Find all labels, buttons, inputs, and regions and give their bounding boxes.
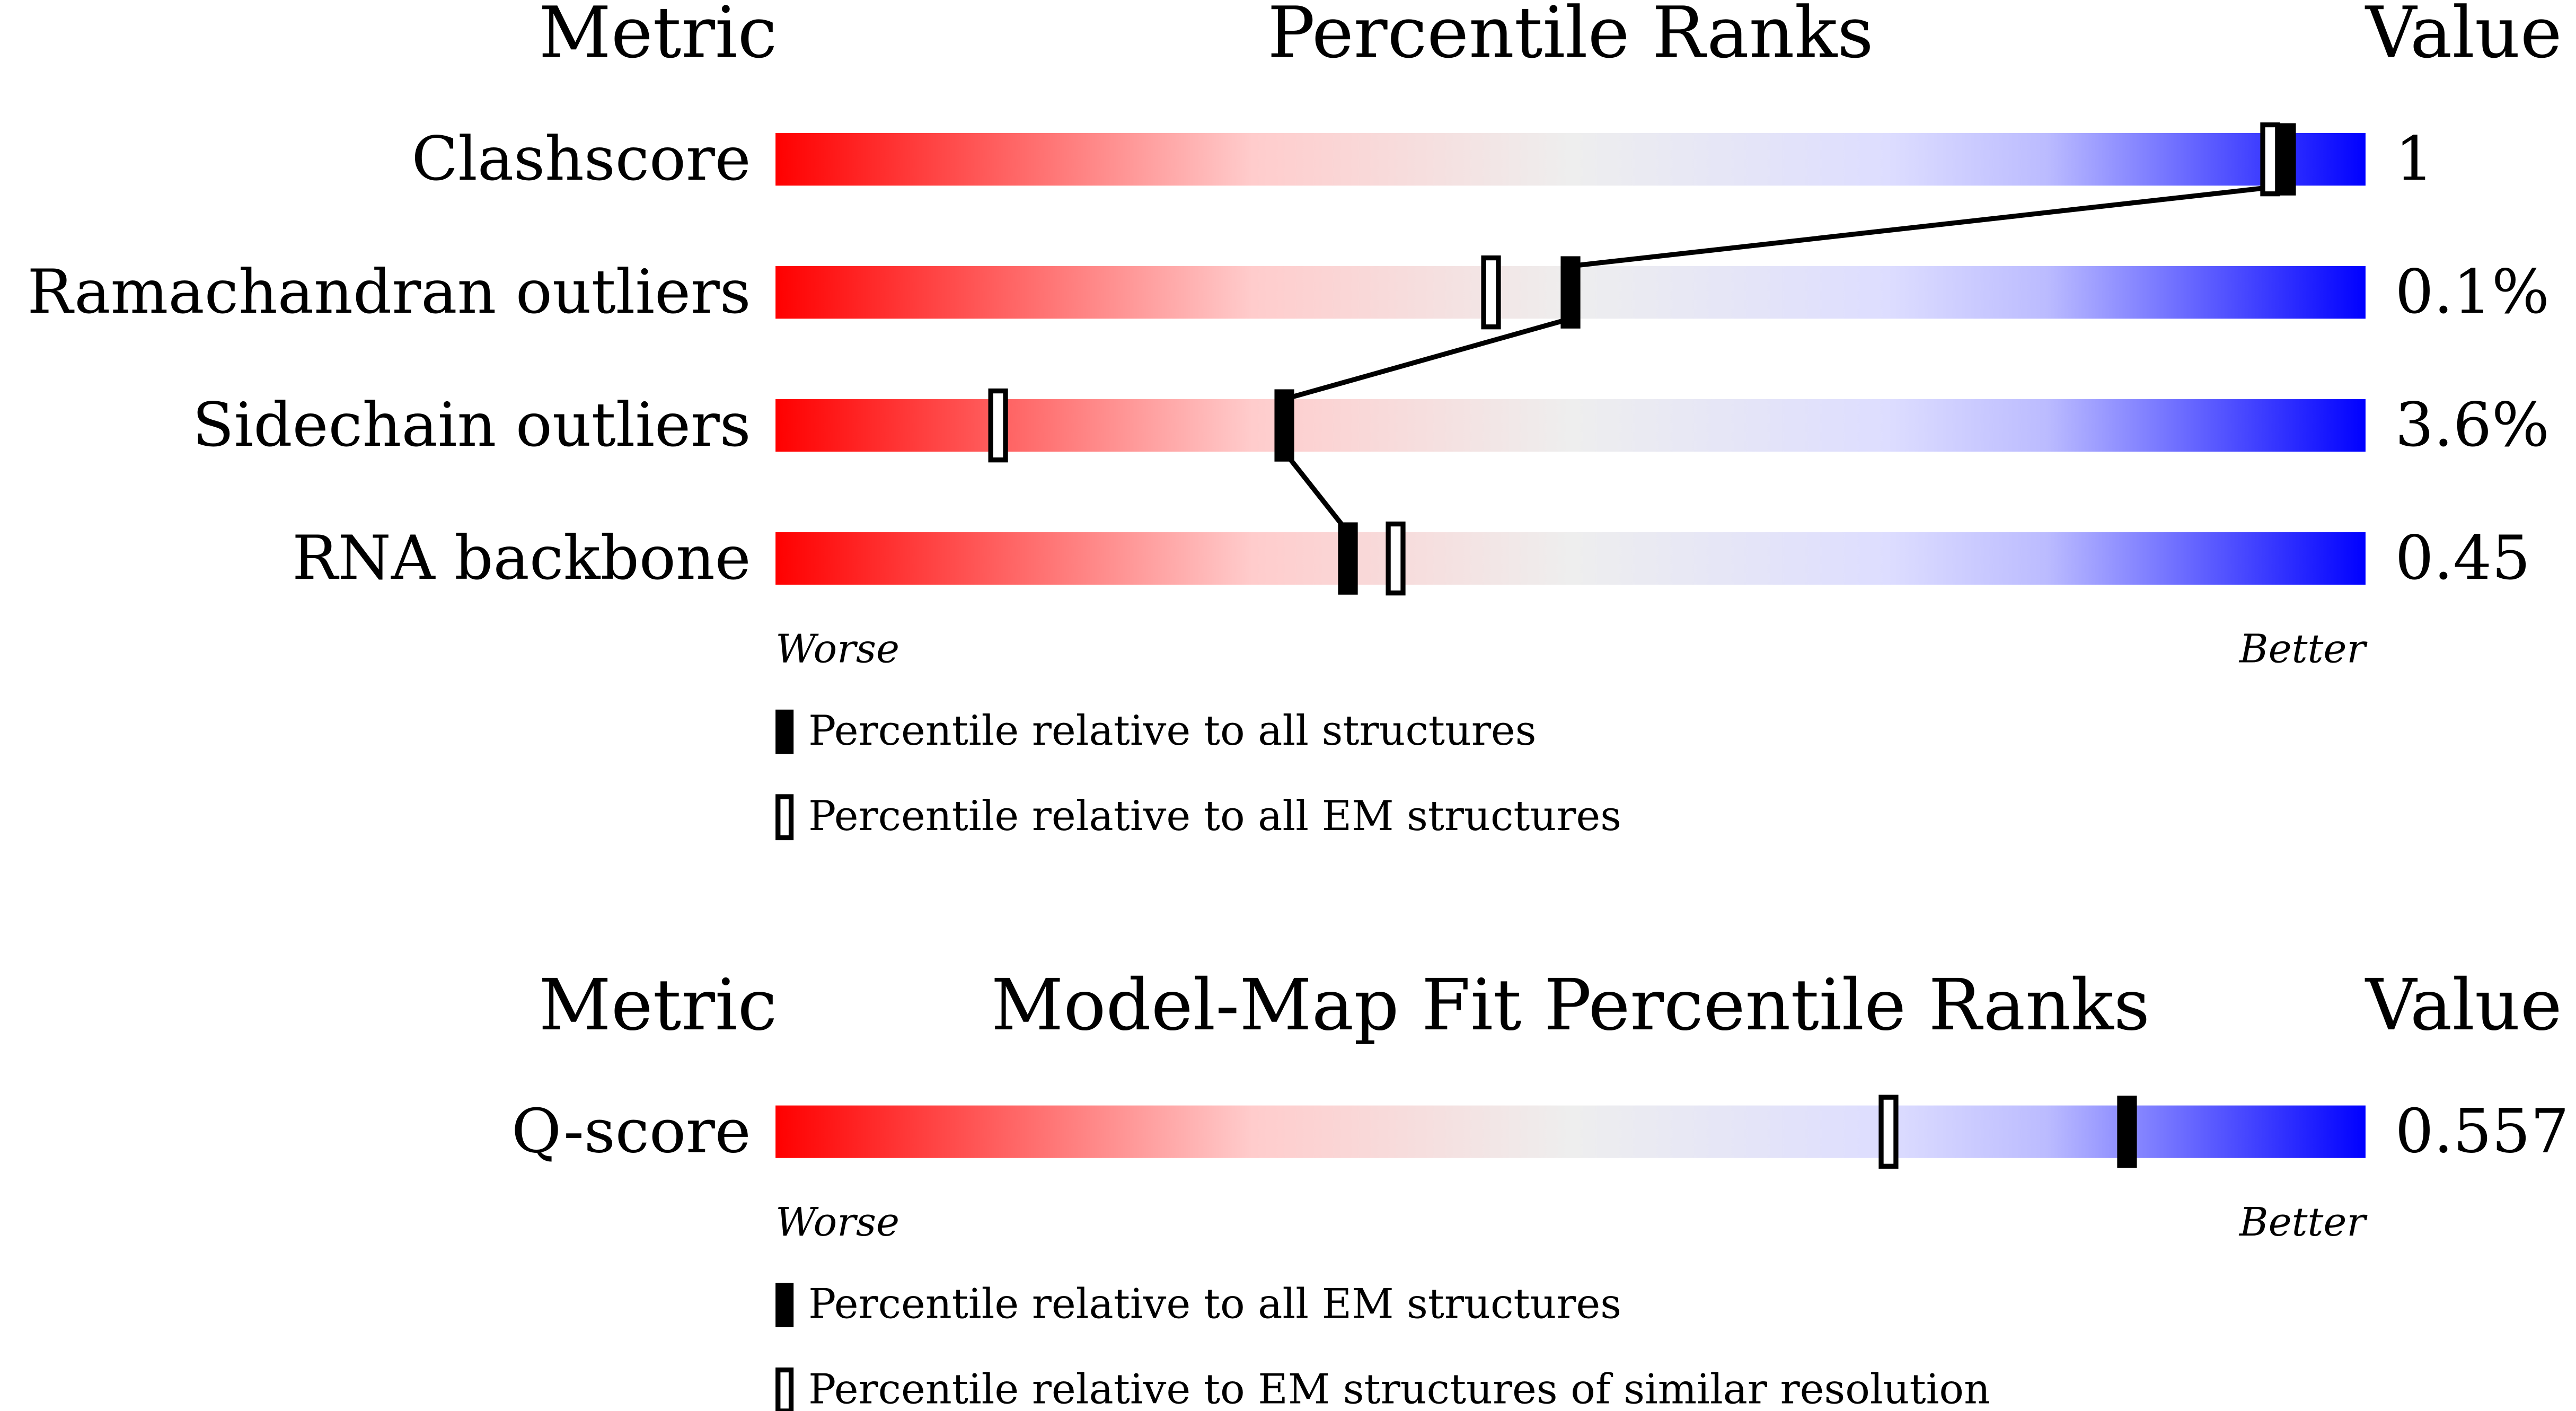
percentile-bar bbox=[775, 133, 2366, 186]
metric-label: Sidechain outliers bbox=[192, 390, 751, 461]
chart-title: Model-Map Fit Percentile Ranks bbox=[991, 964, 2150, 1046]
percentile-bar bbox=[775, 399, 2366, 452]
worse-label: Worse bbox=[775, 1199, 899, 1245]
percentile-bar bbox=[775, 1105, 2366, 1158]
metric-value: 0.45 bbox=[2395, 523, 2530, 594]
em-percentile-marker bbox=[1386, 521, 1406, 596]
metric-label: RNA backbone bbox=[292, 523, 751, 594]
worse-label: Worse bbox=[775, 626, 899, 672]
percentile-bar bbox=[775, 532, 2366, 585]
percentile-marker bbox=[1338, 522, 1358, 595]
legend-key bbox=[775, 1283, 794, 1327]
metric-value: 1 bbox=[2395, 124, 2434, 195]
em-percentile-marker bbox=[2260, 122, 2280, 197]
em-percentile-marker bbox=[1481, 255, 1501, 330]
legend-label: Percentile relative to all EM structures bbox=[808, 792, 1621, 840]
legend-label: Percentile relative to all EM structures bbox=[808, 1281, 1621, 1328]
metric-label: Clashscore bbox=[411, 124, 751, 195]
value-heading: Value bbox=[2365, 964, 2562, 1046]
metric-value: 0.557 bbox=[2395, 1097, 2569, 1167]
connector-line bbox=[1282, 133, 2289, 585]
percentile-marker bbox=[1560, 256, 1581, 329]
legend-key bbox=[775, 709, 794, 754]
metric-label: Ramachandran outliers bbox=[27, 257, 751, 328]
legend-key bbox=[775, 1367, 794, 1411]
better-label: Better bbox=[2238, 1199, 2368, 1245]
value-heading: Value bbox=[2365, 0, 2562, 74]
metric-label: Q-score bbox=[511, 1097, 751, 1167]
percentile-marker bbox=[2117, 1096, 2137, 1168]
legend-label: Percentile relative to EM structures of … bbox=[808, 1366, 1990, 1411]
metric-value: 0.1% bbox=[2395, 257, 2549, 328]
metric-heading: Metric bbox=[539, 964, 777, 1046]
chart-title: Percentile Ranks bbox=[1267, 0, 1873, 74]
em-percentile-marker bbox=[1878, 1095, 1899, 1169]
legend-label: Percentile relative to all structures bbox=[808, 707, 1536, 755]
metric-value: 3.6% bbox=[2395, 390, 2549, 461]
percentile-marker bbox=[1274, 389, 1294, 462]
em-percentile-marker bbox=[988, 388, 1008, 463]
legend-key bbox=[775, 794, 794, 841]
metric-heading: Metric bbox=[539, 0, 777, 74]
better-label: Better bbox=[2238, 626, 2368, 672]
